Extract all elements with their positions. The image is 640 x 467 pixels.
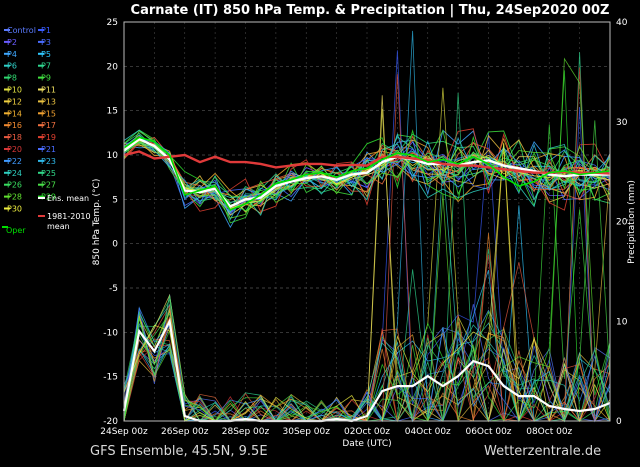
y2-tick-label: 40 bbox=[616, 18, 628, 28]
y-tick-label: -15 bbox=[103, 373, 118, 383]
legend-label: P29 bbox=[41, 193, 56, 202]
legend-label: P19 bbox=[41, 133, 56, 142]
x-tick-label: 24Sep 00z bbox=[100, 427, 148, 437]
legend-label: Oper bbox=[6, 226, 26, 235]
series-1981-2010-mean bbox=[123, 150, 611, 175]
legend-label: P18 bbox=[7, 133, 22, 142]
y2-axis-label: Precipitation (mm) bbox=[627, 180, 637, 264]
legend-label: P30 bbox=[7, 205, 22, 214]
y-tick-label: 5 bbox=[112, 195, 118, 205]
y-tick-label: 10 bbox=[107, 151, 119, 161]
member-precip-line bbox=[123, 162, 610, 423]
x-tick-label: 02Oct 00z bbox=[344, 427, 390, 437]
legend-label: P3 bbox=[41, 38, 51, 47]
x-axis-label: Date (UTC) bbox=[342, 439, 391, 449]
x-tick-label: 30Sep 00z bbox=[283, 427, 331, 437]
legend-label: P27 bbox=[41, 181, 56, 190]
footer-site[interactable]: Wetterzentrale.de bbox=[484, 444, 602, 459]
chart-title: Carnate (IT) 850 hPa Temp. & Precipitati… bbox=[131, 3, 610, 18]
member-precip-line bbox=[123, 92, 611, 422]
legend-label: P7 bbox=[41, 62, 51, 71]
member-precip-line bbox=[123, 304, 611, 423]
legend-label: Ens. mean bbox=[47, 194, 89, 203]
x-tick-label: 06Oct 00z bbox=[465, 427, 511, 437]
legend-label: Control bbox=[7, 26, 36, 35]
y-tick-label: 0 bbox=[112, 240, 118, 250]
legend-label: P16 bbox=[7, 121, 22, 130]
y2-tick-label: 0 bbox=[616, 417, 622, 427]
series-oper bbox=[123, 136, 611, 211]
y-tick-label: -5 bbox=[109, 284, 118, 294]
legend-label: P28 bbox=[7, 193, 22, 202]
legend-label: P22 bbox=[7, 157, 22, 166]
legend-label: P20 bbox=[7, 145, 22, 154]
member-temp-line bbox=[123, 132, 611, 221]
legend-label: P24 bbox=[7, 169, 22, 178]
axes: -20 -15 -10 -5 0 5 10 15 20 25 0 10 20 30 40 24Sep 00z 2… bbox=[100, 18, 627, 437]
legend-label: P26 bbox=[7, 181, 22, 190]
y-tick-label: 25 bbox=[107, 18, 118, 28]
y2-tick-label: 30 bbox=[616, 118, 628, 128]
legend-label: P9 bbox=[41, 74, 51, 83]
legend-label: P25 bbox=[41, 169, 56, 178]
legend-label: P4 bbox=[7, 50, 17, 59]
y-tick-label: 20 bbox=[107, 62, 119, 72]
member-precip-line bbox=[123, 307, 611, 423]
member-temp-line bbox=[123, 138, 611, 213]
member-temp-line bbox=[123, 129, 611, 212]
legend-label: P11 bbox=[41, 86, 56, 95]
member-temp-line bbox=[123, 129, 611, 229]
legend-label: mean bbox=[47, 222, 70, 231]
series-ens-mean bbox=[123, 137, 610, 208]
y-tick-label: -10 bbox=[103, 328, 118, 338]
plot-frame bbox=[123, 21, 611, 422]
legend-label: P6 bbox=[7, 62, 17, 71]
legend-label: P14 bbox=[7, 109, 22, 118]
legend-label: 1981-2010 bbox=[47, 212, 91, 221]
footer-source: GFS Ensemble, 45.5N, 9.5E bbox=[90, 444, 268, 459]
legend-label: P1 bbox=[41, 26, 51, 35]
y2-tick-label: 10 bbox=[616, 317, 628, 327]
member-temp-line bbox=[123, 130, 611, 219]
member-temp-line bbox=[123, 129, 611, 216]
legend-label: P21 bbox=[41, 145, 56, 154]
legend-label: P15 bbox=[41, 109, 56, 118]
legend-label: P12 bbox=[7, 97, 22, 106]
y-tick-label: -20 bbox=[103, 417, 118, 427]
y2-tick-label: 20 bbox=[616, 218, 628, 228]
legend-label: P13 bbox=[41, 97, 56, 106]
legend: Control P1 P2 P3 P4 P5 P6 P7 P8 P9 P10 P11 P12 P13 P14… bbox=[2, 26, 91, 235]
x-tick-label: 26Sep 00z bbox=[161, 427, 209, 437]
y-tick-label: 15 bbox=[107, 107, 118, 117]
legend-label: P23 bbox=[41, 157, 56, 166]
legend-label: P8 bbox=[7, 74, 17, 83]
x-tick-label: 04Oct 00z bbox=[405, 427, 451, 437]
legend-label: P5 bbox=[41, 50, 51, 59]
legend-label: P10 bbox=[7, 86, 22, 95]
y-axis-label: 850 hPa Temp. (°C) bbox=[92, 179, 102, 266]
series-lines bbox=[123, 136, 611, 211]
legend-label: P17 bbox=[41, 121, 56, 130]
x-tick-label: 08Oct 00z bbox=[526, 427, 572, 437]
member-temp-line bbox=[123, 141, 611, 207]
x-tick-label: 28Sep 00z bbox=[222, 427, 270, 437]
member-precip-line bbox=[123, 306, 611, 423]
legend-label: P2 bbox=[7, 38, 17, 47]
